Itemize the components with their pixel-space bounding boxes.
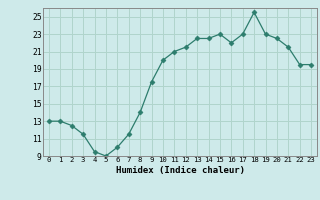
X-axis label: Humidex (Indice chaleur): Humidex (Indice chaleur) xyxy=(116,166,244,175)
